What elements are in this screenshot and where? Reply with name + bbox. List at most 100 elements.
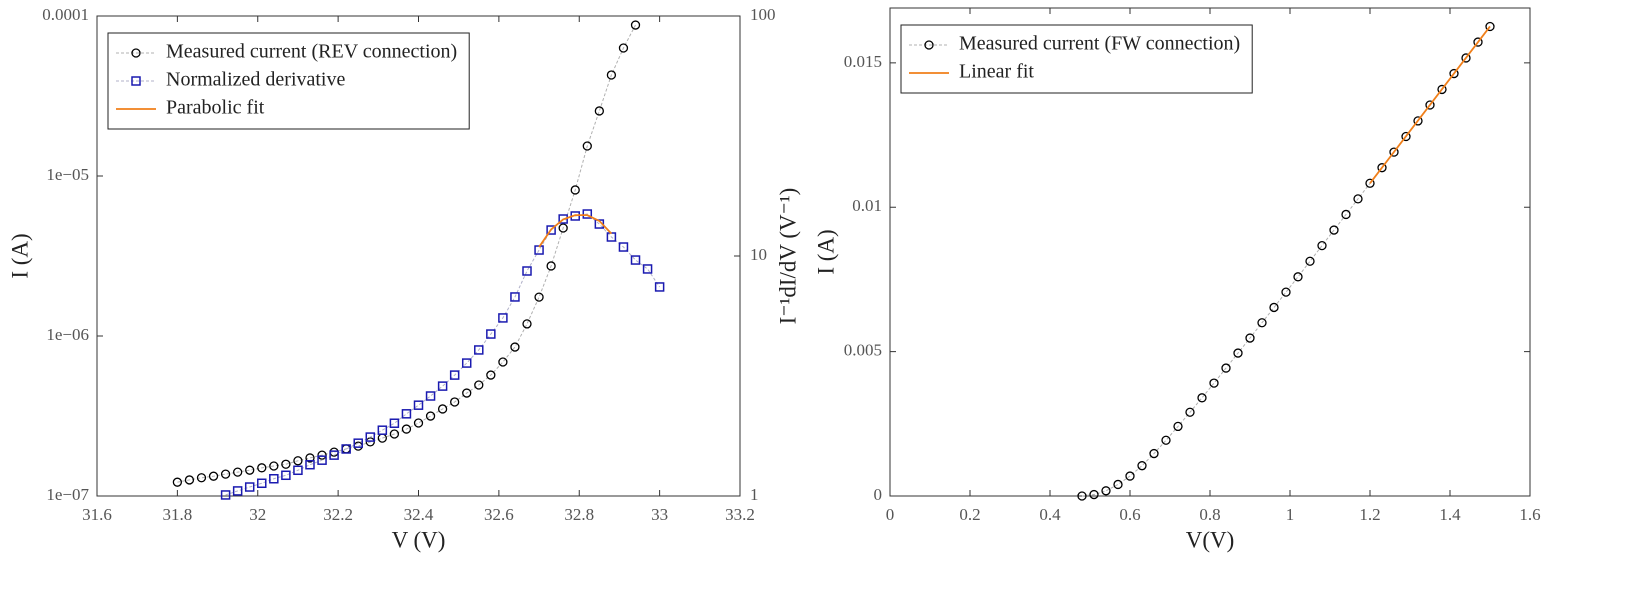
marker-circle xyxy=(1293,272,1303,282)
series-line xyxy=(225,213,661,496)
marker-square xyxy=(582,209,593,219)
marker-circle xyxy=(257,463,267,473)
marker-circle xyxy=(317,450,327,460)
marker-square xyxy=(486,329,496,339)
marker-square xyxy=(329,450,339,460)
marker-circle xyxy=(522,319,532,329)
marker-circle xyxy=(172,477,183,487)
marker-square xyxy=(558,214,568,224)
marker-circle xyxy=(1305,256,1315,266)
legend-box xyxy=(900,24,1253,94)
marker-circle xyxy=(401,424,412,434)
legend-box xyxy=(107,32,470,130)
y-tick-label: 0.005 xyxy=(844,341,882,360)
marker-circle xyxy=(1125,471,1135,481)
marker-square xyxy=(498,313,508,323)
series-line xyxy=(538,214,613,248)
marker-circle xyxy=(546,261,556,271)
marker-circle xyxy=(606,70,617,80)
x-tick-label: 0 xyxy=(886,505,895,524)
marker-square xyxy=(389,418,400,428)
legend-label: Linear fit xyxy=(959,61,1034,83)
marker-circle xyxy=(1233,348,1243,358)
x-tick-label: 33.2 xyxy=(725,505,755,524)
marker-circle xyxy=(450,397,460,407)
marker-square xyxy=(522,266,532,276)
marker-circle xyxy=(1329,225,1339,235)
x-axis-label: V (V) xyxy=(392,527,446,552)
marker-square xyxy=(437,381,448,391)
marker-square xyxy=(220,490,231,500)
legend-label: Normalized derivative xyxy=(166,69,345,91)
marker-square xyxy=(377,425,388,435)
marker-circle xyxy=(1137,461,1147,471)
x-tick-label: 32.6 xyxy=(484,505,514,524)
marker-circle xyxy=(1173,421,1183,432)
marker-square xyxy=(413,400,424,410)
x-tick-label: 33 xyxy=(651,505,668,524)
marker-square xyxy=(449,370,460,380)
series-line xyxy=(1369,25,1491,184)
marker-circle xyxy=(1197,393,1207,403)
marker-circle xyxy=(1317,240,1327,251)
marker-circle xyxy=(1101,486,1111,496)
marker-square xyxy=(131,76,141,86)
y-tick-label: 0.0001 xyxy=(42,5,89,24)
y2-tick-label: 10 xyxy=(750,245,767,264)
marker-circle xyxy=(462,388,472,398)
marker-circle xyxy=(498,357,508,367)
marker-square xyxy=(305,459,315,470)
legend-label: Parabolic fit xyxy=(166,97,265,119)
marker-square xyxy=(642,264,653,274)
marker-circle xyxy=(377,433,387,443)
x-tick-label: 0.4 xyxy=(1039,505,1061,524)
marker-circle xyxy=(131,48,141,58)
marker-square xyxy=(353,438,363,448)
x-axis-label: V(V) xyxy=(1186,527,1235,552)
marker-circle xyxy=(1221,363,1231,373)
marker-square xyxy=(257,478,267,489)
marker-circle xyxy=(1113,479,1123,490)
marker-square xyxy=(425,391,436,401)
y2-tick-label: 100 xyxy=(750,5,776,24)
marker-circle xyxy=(1449,68,1459,79)
marker-circle xyxy=(437,404,448,414)
x-tick-label: 0.8 xyxy=(1199,505,1220,524)
legend-label: Measured current (FW connection) xyxy=(959,33,1240,55)
marker-square xyxy=(341,444,351,454)
legend: Measured current (FW connection) Linear f… xyxy=(900,24,1253,94)
marker-square xyxy=(232,486,243,496)
marker-square xyxy=(269,473,279,484)
marker-circle xyxy=(594,106,604,116)
y-tick-label: 1e−06 xyxy=(46,325,89,344)
y-tick-label: 0.015 xyxy=(844,52,882,71)
marker-circle xyxy=(618,43,629,53)
y-axis-label: I (A) xyxy=(813,229,838,274)
marker-circle xyxy=(1365,178,1375,188)
x-tick-label: 32.4 xyxy=(404,505,434,524)
x-tick-label: 32.8 xyxy=(564,505,594,524)
x-tick-label: 1.2 xyxy=(1359,505,1380,524)
marker-circle xyxy=(1185,407,1195,417)
marker-square xyxy=(461,358,472,368)
marker-circle xyxy=(1437,84,1447,95)
x-tick-label: 0.6 xyxy=(1119,505,1140,524)
marker-circle xyxy=(413,418,424,428)
marker-circle xyxy=(425,411,436,421)
marker-square xyxy=(630,255,641,265)
y2-tick-label: 1 xyxy=(750,485,759,504)
marker-circle xyxy=(293,456,303,466)
marker-circle xyxy=(1341,209,1351,220)
legend-label: Measured current (REV connection) xyxy=(166,41,457,63)
marker-circle xyxy=(1269,302,1279,313)
marker-circle xyxy=(924,40,934,50)
marker-circle xyxy=(1461,53,1471,63)
marker-circle xyxy=(220,469,231,479)
marker-circle xyxy=(534,292,544,302)
x-tick-label: 1.4 xyxy=(1439,505,1461,524)
marker-circle xyxy=(184,475,195,485)
marker-square xyxy=(654,282,665,292)
marker-circle xyxy=(281,459,291,469)
legend: Measured current (REV connection) Normali… xyxy=(107,32,470,130)
